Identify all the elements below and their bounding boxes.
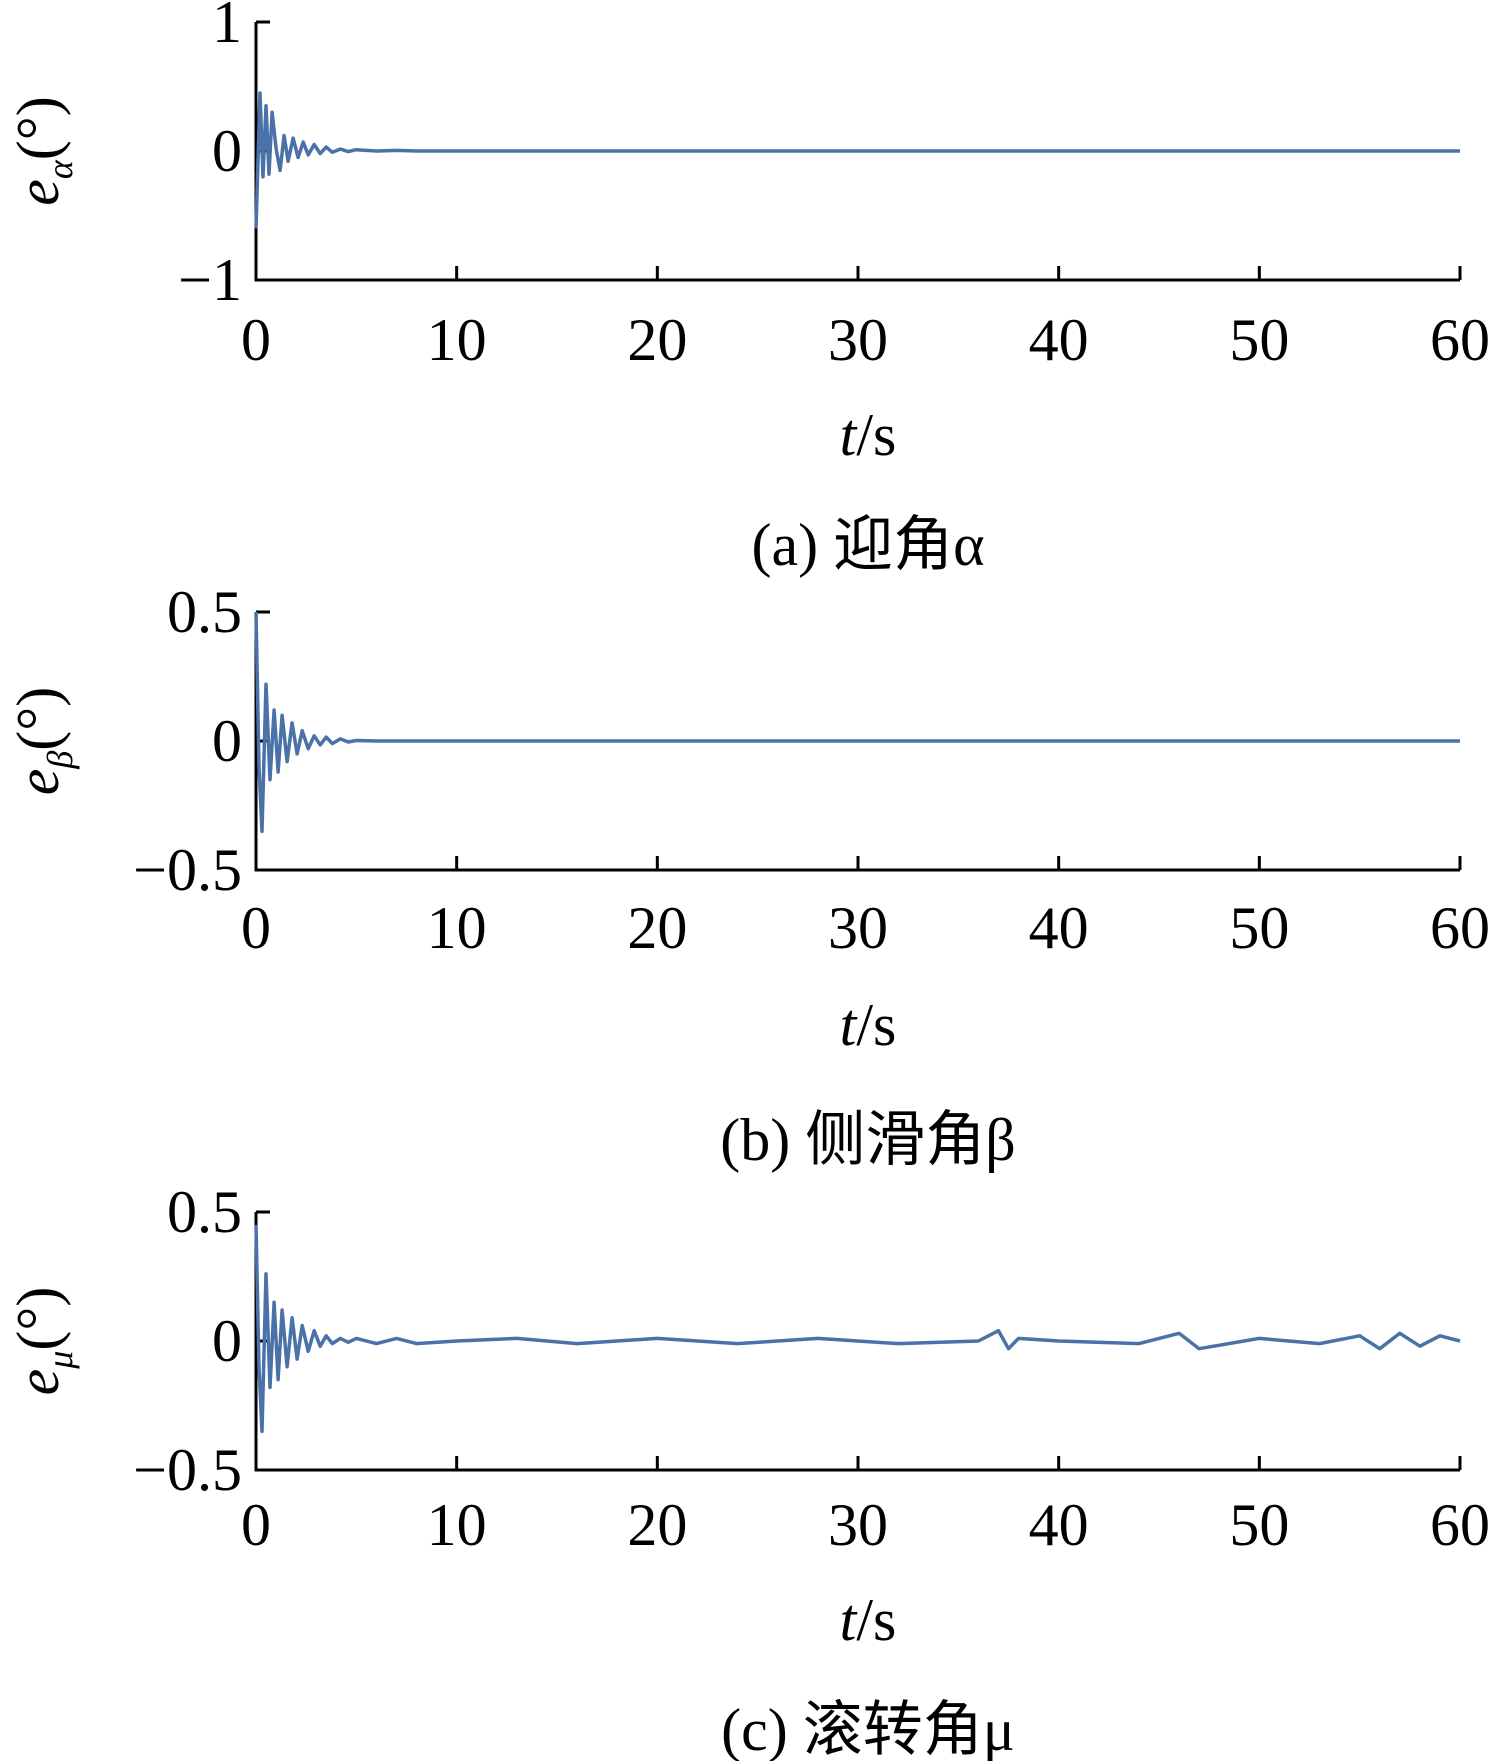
y-tick-label: 0 [212, 708, 242, 774]
x-tick-label: 0 [241, 895, 271, 961]
x-axis-label-var: t [840, 402, 858, 468]
y-axis-label-unit: (°) [5, 96, 71, 160]
y-tick-label: −0.5 [133, 1437, 242, 1503]
x-axis-label-unit: /s [856, 402, 896, 468]
panel-caption: (c) 滚转角μ [721, 1697, 1015, 1761]
y-axis-label-main: e [5, 1369, 71, 1396]
x-axis-label: t/s [840, 402, 897, 468]
x-tick-label: 10 [427, 307, 487, 373]
y-axis-label: eβ(°) [5, 687, 80, 796]
panel-caption: (a) 迎角α [751, 512, 984, 578]
x-tick-label: 0 [241, 1492, 271, 1558]
y-axis-label-sub: μ [40, 1351, 80, 1370]
panel-caption: (b) 侧滑角β [720, 1107, 1016, 1173]
y-tick-label: 0 [212, 118, 242, 184]
y-axis-label-unit: (°) [5, 1287, 71, 1351]
x-axis-label: t/s [840, 1587, 897, 1653]
x-tick-label: 10 [427, 1492, 487, 1558]
y-axis-label-unit: (°) [5, 687, 71, 751]
x-tick-label: 0 [241, 307, 271, 373]
x-axis-label-var: t [840, 1587, 858, 1653]
x-tick-label: 20 [627, 307, 687, 373]
x-tick-label: 30 [828, 1492, 888, 1558]
x-tick-label: 60 [1430, 895, 1490, 961]
x-tick-label: 30 [828, 307, 888, 373]
x-tick-label: 60 [1430, 307, 1490, 373]
y-tick-label: −1 [178, 247, 242, 313]
y-tick-label: 0 [212, 1308, 242, 1374]
x-axis-label-unit: /s [856, 1587, 896, 1653]
x-tick-label: 40 [1029, 1492, 1089, 1558]
x-axis-label-unit: /s [856, 992, 896, 1058]
y-tick-label: 0.5 [167, 1179, 242, 1245]
x-tick-label: 10 [427, 895, 487, 961]
x-tick-label: 20 [627, 895, 687, 961]
series-line [254, 1224, 1461, 1434]
series-line [254, 91, 1460, 229]
x-tick-label: 50 [1229, 1492, 1289, 1558]
x-tick-label: 20 [627, 1492, 687, 1558]
x-tick-label: 40 [1029, 895, 1089, 961]
y-tick-label: 0.5 [167, 579, 242, 645]
x-tick-label: 60 [1430, 1492, 1490, 1558]
x-tick-label: 40 [1029, 307, 1089, 373]
x-tick-label: 50 [1229, 307, 1289, 373]
x-axis-label: t/s [840, 992, 897, 1058]
y-tick-label: 1 [212, 0, 242, 55]
y-axis-label-main: e [5, 179, 71, 206]
x-tick-label: 50 [1229, 895, 1289, 961]
series-line [254, 611, 1460, 834]
y-axis-label-main: e [5, 769, 71, 796]
y-axis-label: eα(°) [5, 96, 80, 206]
y-axis-label-sub: α [40, 159, 80, 179]
y-axis-label-sub: β [40, 751, 80, 770]
y-tick-label: −0.5 [133, 837, 242, 903]
x-axis-label-var: t [840, 992, 858, 1058]
x-tick-label: 30 [828, 895, 888, 961]
y-axis-label: eμ(°) [5, 1287, 80, 1396]
